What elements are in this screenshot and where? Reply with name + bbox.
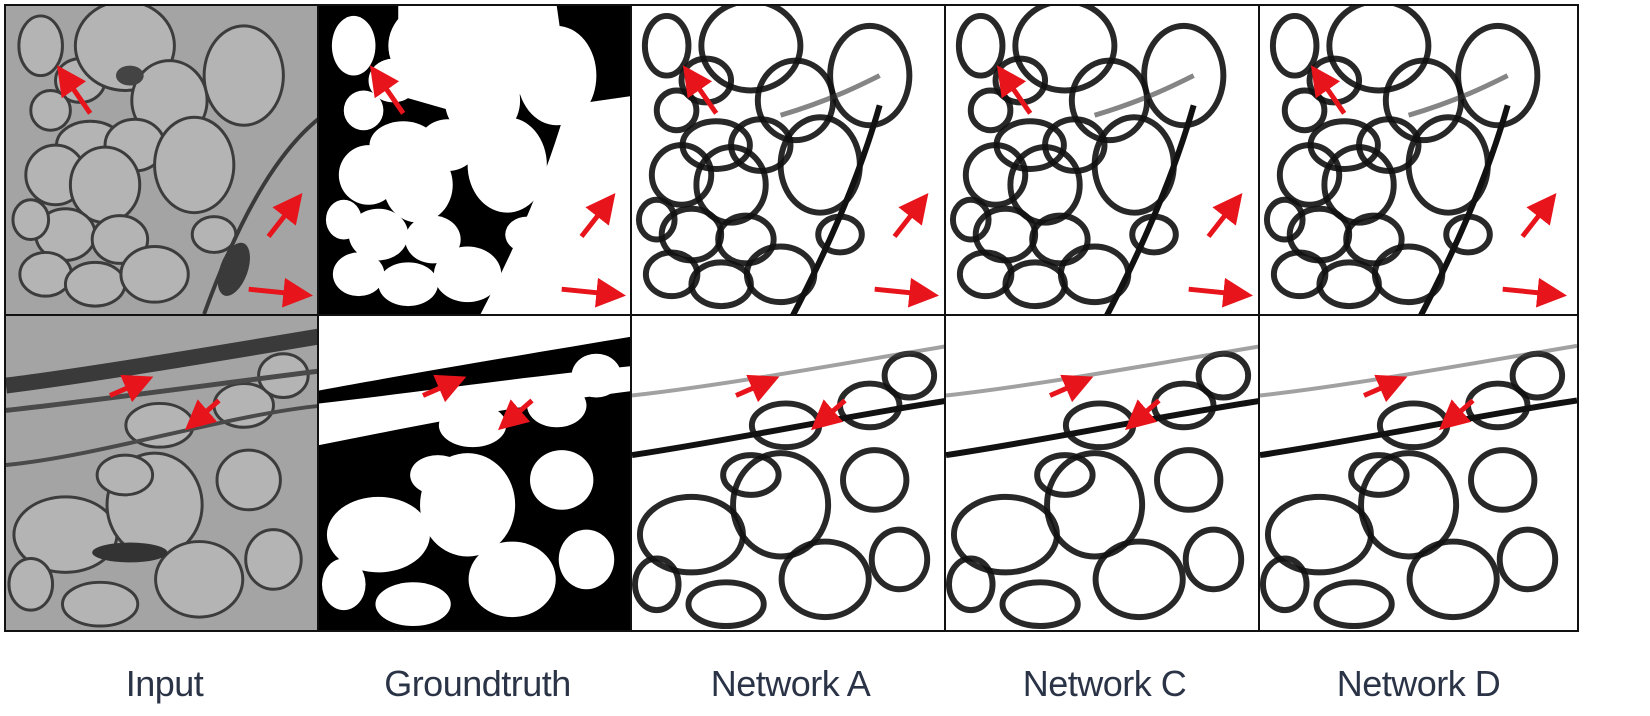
red-arrow-icon: [1438, 398, 1475, 431]
column-labels: Input Groundtruth Network A Network C Ne…: [0, 662, 1650, 716]
column-label-network-d: Network D: [1336, 663, 1501, 704]
panel-network-a-row2: [630, 314, 951, 632]
red-arrow-icon: [422, 374, 467, 403]
red-arrow-icon: [892, 192, 929, 239]
red-arrow-icon: [810, 398, 847, 431]
red-arrow-icon: [1206, 192, 1243, 239]
red-arrow-icon: [1188, 277, 1254, 308]
red-arrow-icon: [1310, 65, 1347, 115]
red-arrow-icon: [248, 277, 314, 308]
column-label-groundtruth: Groundtruth: [384, 663, 571, 704]
red-arrow-icon: [579, 192, 616, 239]
red-arrow-icon: [1363, 374, 1408, 403]
red-arrow-icon: [109, 374, 154, 403]
figure-grid: [4, 4, 1646, 656]
red-arrow-icon: [682, 65, 719, 115]
red-arrow-icon: [996, 65, 1033, 115]
red-arrow-icon: [874, 277, 940, 308]
red-arrow-icon: [1502, 277, 1568, 308]
red-arrow-icon: [184, 398, 221, 431]
column-label-input: Input: [125, 663, 204, 704]
panel-network-d-row2: [1258, 314, 1579, 632]
red-arrow-icon: [561, 277, 627, 308]
panel-network-a-row1: [630, 4, 951, 322]
red-arrow-icon: [1520, 192, 1557, 239]
panel-network-c-row1: [944, 4, 1265, 322]
red-arrow-icon: [1124, 398, 1161, 431]
red-arrow-icon: [369, 65, 406, 115]
red-arrow-icon: [735, 374, 780, 403]
red-arrow-icon: [56, 65, 93, 115]
red-arrow-icon: [266, 192, 303, 239]
panel-network-c-row2: [944, 314, 1265, 632]
red-arrow-icon: [497, 398, 534, 431]
panel-input-row1: [4, 4, 325, 322]
panel-network-d-row1: [1258, 4, 1579, 322]
red-arrow-icon: [1049, 374, 1094, 403]
column-label-network-c: Network C: [1022, 663, 1187, 704]
panel-input-row2: [4, 314, 325, 632]
panel-groundtruth-row1: [317, 4, 638, 322]
column-label-network-a: Network A: [710, 663, 871, 704]
panel-groundtruth-row2: [317, 314, 638, 632]
